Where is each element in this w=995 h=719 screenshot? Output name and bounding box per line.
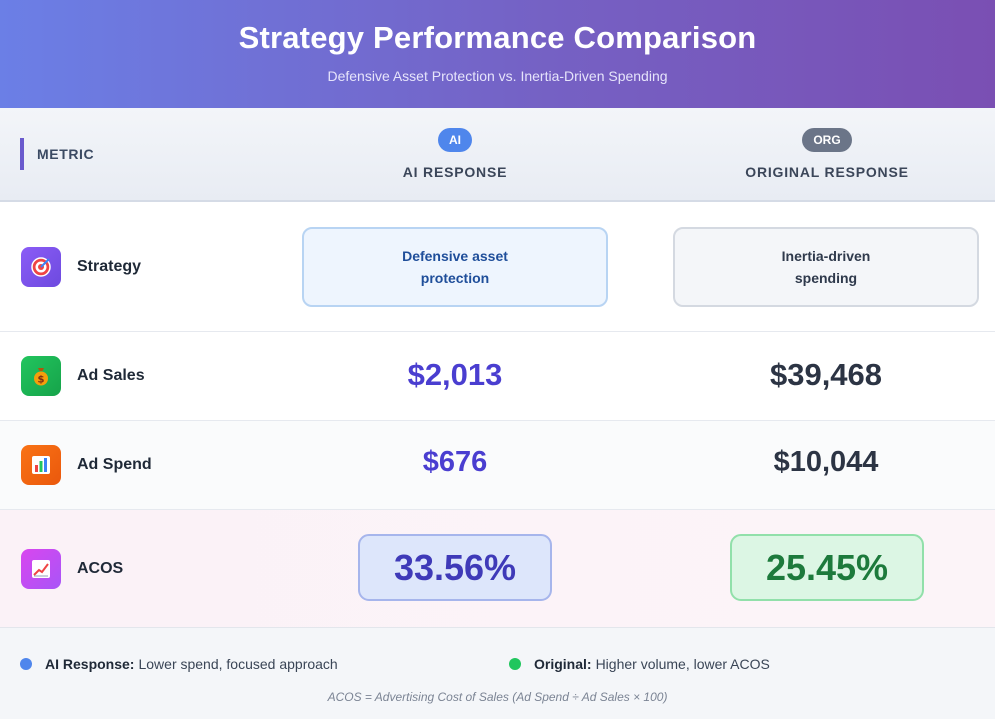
legend-ai-label: AI Response: [45,656,135,672]
target-icon [21,247,61,287]
org-column-title: ORIGINAL RESPONSE [745,164,909,180]
org-strategy-line1: Inertia-driven [781,248,871,264]
page-header: Strategy Performance Comparison Defensiv… [0,0,995,108]
metric-strategy: Strategy [21,247,141,287]
metric-label: Ad Sales [77,367,145,384]
metric-column-label: METRIC [20,138,94,170]
org-strategy-value: Inertia-driven spending [673,227,979,307]
ai-strategy-line1: Defensive asset [402,248,508,264]
table-row-strategy: Strategy Defensive asset protection Iner… [0,202,995,332]
org-badge: ORG [802,128,852,152]
org-column-header: ORG ORIGINAL RESPONSE [702,128,952,180]
svg-text:$: $ [38,375,45,386]
ai-column-title: AI RESPONSE [402,164,508,180]
org-dot-icon [509,658,521,670]
legend-ai-text: Lower spend, focused approach [138,656,338,672]
trend-chart-icon [21,549,61,589]
ai-dot-icon [20,658,32,670]
legend-org-label: Original: [534,656,592,672]
metric-ad-spend: Ad Spend [21,445,152,485]
legend-ai: AI Response: Lower spend, focused approa… [20,656,338,672]
metric-label: ACOS [77,560,124,577]
money-bag-icon: $ [21,356,61,396]
metric-acos: ACOS [21,549,123,589]
org-acos-value: 25.45% [730,534,924,601]
ai-column-header: AI AI RESPONSE [330,128,580,180]
org-strategy-line2: spending [794,270,858,286]
page-subtitle: Defensive Asset Protection vs. Inertia-D… [327,68,668,84]
ai-strategy-value: Defensive asset protection [302,227,608,307]
page-title: Strategy Performance Comparison [238,20,757,55]
legend-org: Original: Higher volume, lower ACOS [509,656,770,672]
ai-badge: AI [438,128,472,152]
column-header-row: METRIC AI AI RESPONSE ORG ORIGINAL RESPO… [0,108,995,202]
legend-org-text: Higher volume, lower ACOS [595,656,770,672]
metric-label: Strategy [77,258,142,275]
metric-label: Ad Spend [77,456,152,473]
table-row-ad-spend: Ad Spend $676 $10,044 [0,421,995,510]
metric-ad-sales: $ Ad Sales [21,356,145,396]
ai-strategy-line2: protection [420,270,490,286]
table-row-acos: ACOS 33.56% 25.45% [0,510,995,628]
bar-chart-icon [21,445,61,485]
ai-ad-spend-value: $676 [422,446,488,478]
legend-footer: AI Response: Lower spend, focused approa… [0,628,995,719]
ai-ad-sales-value: $2,013 [407,357,503,392]
org-ad-sales-value: $39,468 [769,357,883,392]
acos-formula-note: ACOS = Advertising Cost of Sales (Ad Spe… [327,690,668,704]
org-ad-spend-value: $10,044 [773,446,879,478]
ai-acos-value: 33.56% [358,534,552,601]
table-row-ad-sales: $ Ad Sales $2,013 $39,468 [0,332,995,421]
